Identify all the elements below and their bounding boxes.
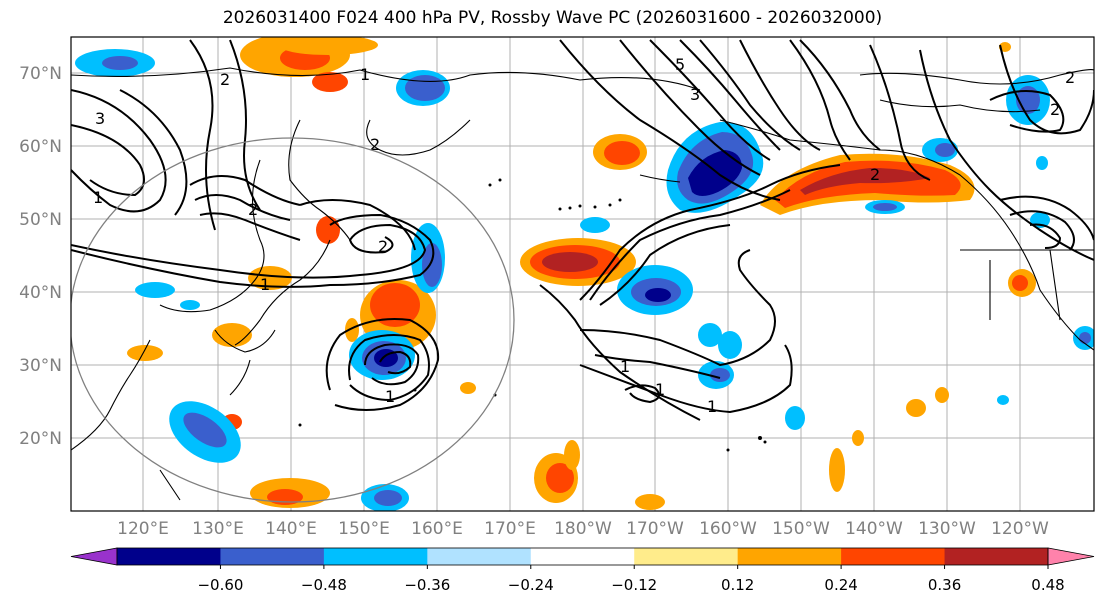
colorbar-frame	[116, 547, 1049, 566]
latitude-label: 60°N	[19, 137, 62, 157]
contour-label: 2	[1050, 100, 1060, 119]
longitude-label: 140°W	[845, 519, 903, 539]
longitude-label: 150°W	[772, 519, 830, 539]
colorbar-segment	[737, 548, 842, 565]
longitude-label: 120°E	[117, 519, 169, 539]
contour-label: 1	[260, 275, 270, 294]
contour-label: 1	[707, 397, 717, 416]
contour-label: 3	[690, 85, 700, 104]
latitude-label: 20°N	[19, 429, 62, 449]
longitude-label: 170°W	[626, 519, 684, 539]
colorbar-tick-label: −0.36	[404, 576, 450, 594]
map-plot-area: 1 2 3 1 2 1 2 1 1 1 1 2 5 2 3 2 2	[71, 37, 1094, 511]
map-title: 2026031400 F024 400 hPa PV, Rossby Wave …	[222, 8, 883, 28]
latitude-label: 50°N	[19, 210, 62, 230]
colorbar-segment	[530, 548, 635, 565]
contour-label: 2	[220, 70, 230, 89]
pc-contours	[71, 39, 1094, 421]
contour-label: 1	[655, 380, 665, 399]
colorbar-tick-label: −0.24	[508, 576, 554, 594]
contour-label: 1	[93, 188, 103, 207]
longitude-label: 180°W	[554, 519, 612, 539]
colorbar-segment	[220, 548, 325, 565]
map-frame	[70, 36, 1095, 512]
colorbar-tick-label: 0.48	[1031, 576, 1064, 594]
longitude-label: 150°E	[338, 519, 390, 539]
contour-label: 1	[620, 357, 630, 376]
longitude-label: 160°W	[699, 519, 757, 539]
colorbar-tick-label: −0.48	[301, 576, 347, 594]
colorbar-tick-label: −0.60	[197, 576, 243, 594]
latitude-label: 40°N	[19, 283, 62, 303]
latitude-label: 30°N	[19, 356, 62, 376]
contour-label: 2	[378, 237, 388, 256]
radius-circle	[71, 137, 515, 503]
colorbar-segment	[427, 548, 532, 565]
longitude-label: 160°E	[411, 519, 463, 539]
longitude-label: 140°E	[265, 519, 317, 539]
positive-anomaly-shading	[127, 37, 1036, 510]
longitude-label: 130°W	[918, 519, 976, 539]
contour-label: 3	[95, 109, 105, 128]
colorbar-extend-low	[70, 547, 118, 566]
contour-label: 2	[870, 165, 880, 184]
colorbar-segment	[117, 548, 221, 565]
negative-anomaly-shading	[75, 49, 1094, 511]
colorbar-segment	[634, 548, 739, 565]
colorbar-extend-high	[1047, 547, 1095, 566]
longitude-labels: 120°E 130°E 140°E 150°E 160°E 170°E 180°W 170°W…	[117, 519, 1049, 539]
longitude-label: 130°E	[192, 519, 244, 539]
colorbar-segment	[323, 548, 428, 565]
colorbar-segment	[944, 548, 1049, 565]
colorbar	[70, 547, 1095, 566]
longitude-label: 170°E	[484, 519, 536, 539]
latitude-label: 70°N	[19, 64, 62, 84]
contour-label: 1	[385, 387, 395, 406]
colorbar-tick-label: 0.24	[824, 576, 857, 594]
contour-label: 1	[360, 65, 370, 84]
contour-label: 5	[675, 55, 685, 74]
coastlines	[71, 67, 1094, 501]
colorbar-ticks: −0.60 −0.48 −0.36 −0.24 −0.12 0.12 0.24 0.36 0.4…	[197, 565, 1065, 594]
colorbar-tick-label: 0.12	[721, 576, 754, 594]
colorbar-segment	[841, 548, 946, 565]
contour-label: 2	[370, 135, 380, 154]
colorbar-tick-label: −0.12	[611, 576, 657, 594]
contour-label: 2	[248, 200, 258, 219]
longitude-label: 120°W	[991, 519, 1049, 539]
latitude-labels: 70°N 60°N 50°N 40°N 30°N 20°N	[19, 64, 62, 449]
contour-labels: 1 2 3 1 2 1 2 1 1 1 1 2 5 2 3 2 2	[93, 55, 1075, 416]
contour-label: 2	[1065, 68, 1075, 87]
colorbar-tick-label: 0.36	[928, 576, 961, 594]
